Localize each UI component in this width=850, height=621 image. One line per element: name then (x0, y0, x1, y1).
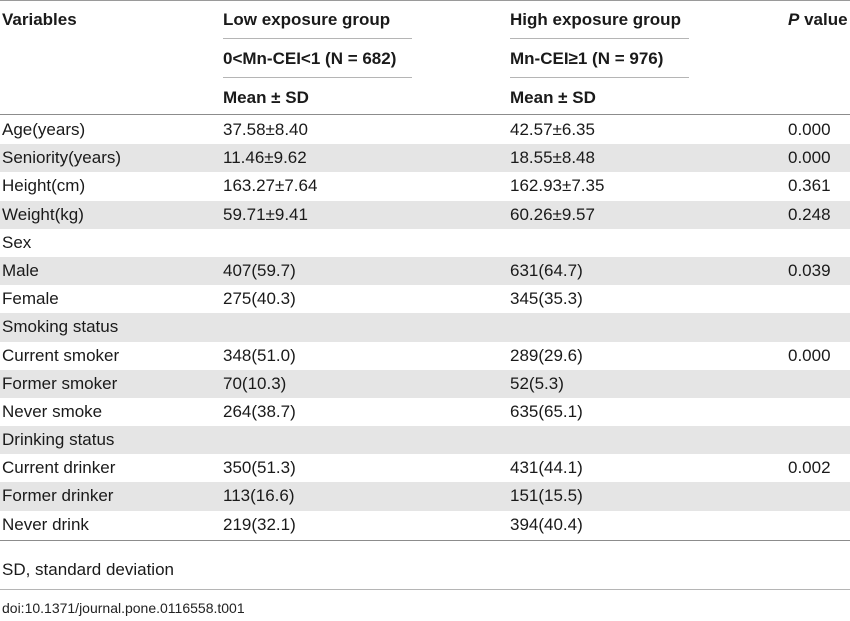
cell-low-exposure: 219(32.1) (223, 514, 296, 534)
cell-low-exposure: 70(10.3) (223, 373, 287, 393)
cell-high-exposure: 345(35.3) (510, 289, 583, 309)
header-p-value-rest: value (799, 10, 848, 29)
cell-variable: Current drinker (2, 458, 116, 478)
table-body: Age(years) 37.58±8.40 42.57±6.35 0.000 Senio… (0, 116, 850, 539)
cell-high-exposure: 631(64.7) (510, 260, 583, 280)
cell-high-exposure: 394(40.4) (510, 514, 583, 534)
table-row: Never smoke 264(38.7) 635(65.1) (0, 398, 850, 426)
cell-low-exposure: 264(38.7) (223, 401, 296, 421)
cell-p-value: 0.002 (788, 458, 831, 478)
cell-low-exposure: 163.27±7.64 (223, 176, 318, 196)
table-row: Seniority(years) 11.46±9.62 18.55±8.48 0.00… (0, 144, 850, 173)
table-row: Male 407(59.7) 631(64.7) 0.039 (0, 256, 850, 286)
cell-low-exposure: 275(40.3) (223, 289, 296, 309)
table-row: Former smoker 70(10.3) 52(5.3) (0, 369, 850, 398)
table-row: Current drinker 350(51.3) 431(44.1) 0.002 (0, 454, 850, 482)
cell-low-exposure: 348(51.0) (223, 345, 296, 365)
cell-p-value: 0.361 (788, 176, 831, 196)
header-high-exposure-group: High exposure group (510, 10, 681, 29)
table-header: Variables Low exposure group 0<Mn-CEI<1 … (0, 0, 850, 115)
header-high-exposure-stat: Mean ± SD (510, 77, 689, 108)
cell-variable: Current smoker (2, 345, 120, 365)
table-row: Drinking status (0, 426, 850, 455)
header-low-exposure-group: Low exposure group (223, 10, 391, 29)
table-row: Smoking status (0, 313, 850, 342)
cell-low-exposure: 350(51.3) (223, 458, 296, 478)
table-row: Age(years) 37.58±8.40 42.57±6.35 0.000 (0, 116, 850, 144)
cell-low-exposure: 37.58±8.40 (223, 120, 308, 139)
table-footnote: SD, standard deviation (2, 560, 174, 579)
table-top-rule (0, 0, 850, 1)
header-p-value: P value (788, 10, 848, 30)
cell-p-value: 0.000 (788, 345, 831, 365)
cell-variable: Age(years) (2, 120, 86, 139)
cell-variable: Never drink (2, 514, 89, 534)
cell-variable: Seniority(years) (2, 148, 122, 168)
cell-high-exposure: 635(65.1) (510, 401, 583, 421)
cell-high-exposure: 162.93±7.35 (510, 176, 605, 196)
cell-p-value: 0.000 (788, 120, 831, 139)
table-row: Never drink 219(32.1) 394(40.4) (0, 511, 850, 539)
cell-variable: Weight(kg) (2, 204, 84, 224)
cell-p-value: 0.000 (788, 148, 831, 168)
cell-variable: Drinking status (2, 430, 115, 450)
table-row: Sex (0, 229, 850, 257)
table-row: Height(cm) 163.27±7.64 162.93±7.35 0.361 (0, 172, 850, 200)
cell-high-exposure: 431(44.1) (510, 458, 583, 478)
table-row: Female 275(40.3) 345(35.3) (0, 285, 850, 313)
cell-variable: Smoking status (2, 317, 119, 337)
table-row: Weight(kg) 59.71±9.41 60.26±9.57 0.248 (0, 200, 850, 229)
cell-low-exposure: 113(16.6) (223, 486, 295, 506)
header-low-exposure-stat: Mean ± SD (223, 77, 412, 108)
cell-high-exposure: 151(15.5) (510, 486, 583, 506)
cell-variable: Never smoke (2, 401, 103, 421)
cell-low-exposure: 11.46±9.62 (223, 148, 307, 168)
cell-high-exposure: 52(5.3) (510, 373, 564, 393)
cell-variable: Former drinker (2, 486, 114, 506)
header-high-exposure-criteria: Mn-CEI≥1 (N = 976) (510, 38, 689, 69)
header-variables: Variables (2, 10, 77, 29)
cell-high-exposure: 60.26±9.57 (510, 204, 595, 224)
table-row: Former drinker 113(16.6) 151(15.5) (0, 482, 850, 511)
cell-variable: Height(cm) (2, 176, 86, 196)
table-bottom-rule (0, 540, 850, 541)
cell-variable: Sex (2, 232, 32, 252)
header-low-exposure-criteria: 0<Mn-CEI<1 (N = 682) (223, 38, 412, 69)
cell-low-exposure: 407(59.7) (223, 260, 296, 280)
cell-p-value: 0.248 (788, 204, 831, 224)
cell-high-exposure: 18.55±8.48 (510, 148, 595, 168)
cell-variable: Male (2, 260, 39, 280)
cell-p-value: 0.039 (788, 260, 831, 280)
cell-variable: Former smoker (2, 373, 118, 393)
cell-low-exposure: 59.71±9.41 (223, 204, 308, 224)
table-row: Current smoker 348(51.0) 289(29.6) 0.000 (0, 342, 850, 370)
doi-text: doi:10.1371/journal.pone.0116558.t001 (2, 600, 245, 616)
cell-high-exposure: 289(29.6) (510, 345, 583, 365)
doi-divider (0, 589, 850, 590)
header-p-value-italic: P (788, 10, 800, 29)
cell-high-exposure: 42.57±6.35 (510, 120, 595, 139)
cell-variable: Female (2, 289, 59, 309)
